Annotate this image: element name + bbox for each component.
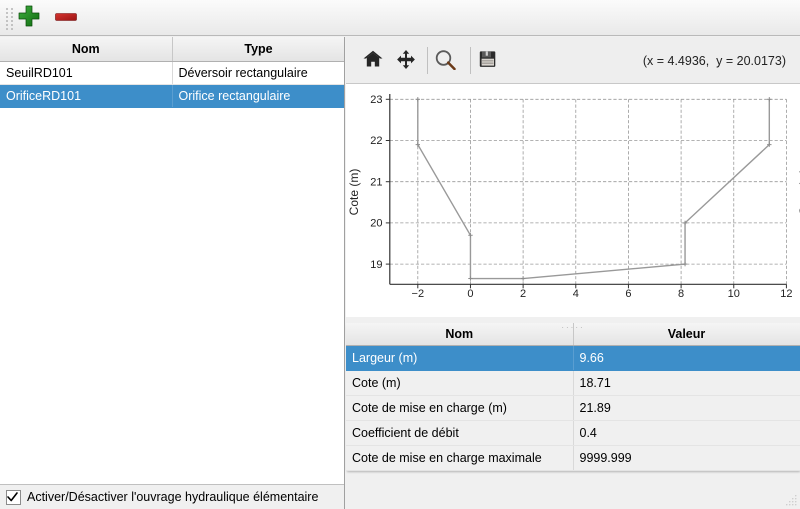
svg-text:23: 23	[370, 94, 382, 106]
svg-text:8: 8	[678, 288, 684, 300]
svg-text:19: 19	[370, 259, 382, 271]
svg-text:0: 0	[467, 288, 473, 300]
svg-text:4: 4	[573, 288, 579, 300]
svg-text:22: 22	[370, 135, 382, 147]
svg-text:2: 2	[520, 288, 526, 300]
svg-text:20: 20	[370, 218, 382, 230]
svg-text:10: 10	[728, 288, 740, 300]
svg-text:21: 21	[370, 176, 382, 188]
svg-text:12: 12	[780, 288, 792, 300]
svg-text:Cote (m): Cote (m)	[347, 169, 361, 216]
svg-text:−2: −2	[412, 288, 425, 300]
svg-text:6: 6	[625, 288, 631, 300]
